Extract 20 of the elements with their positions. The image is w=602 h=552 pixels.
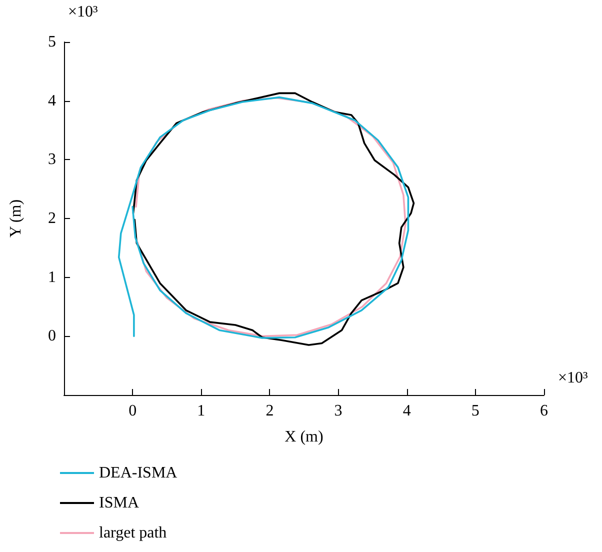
x-tick-label: 6 [540,402,548,420]
text: ×10³ [558,370,588,386]
legend-label: ISMA [99,494,140,512]
x-tick-label: 1 [197,402,206,420]
y-tick-label: 1 [48,268,56,286]
text: ×10³ [68,4,98,20]
x-tick-label: 4 [402,402,411,420]
x-tick-label: 5 [471,402,480,420]
y-tick-label: 4 [48,92,56,110]
x-axis-title: X (m) [284,428,324,446]
x-tick-label: 0 [128,402,137,420]
legend-label: DEA-ISMA [99,464,178,482]
y-tick-label: 0 [48,328,56,345]
legend-label: larget path [99,524,167,542]
x-tick-label: 3 [334,402,342,420]
y-tick-label: 2 [48,210,56,227]
x-tick-label: 2 [266,402,274,420]
y-axis-title: Y (m) [8,199,24,238]
y-tick-label: 3 [48,151,56,168]
y-tick-label: 5 [48,34,56,50]
